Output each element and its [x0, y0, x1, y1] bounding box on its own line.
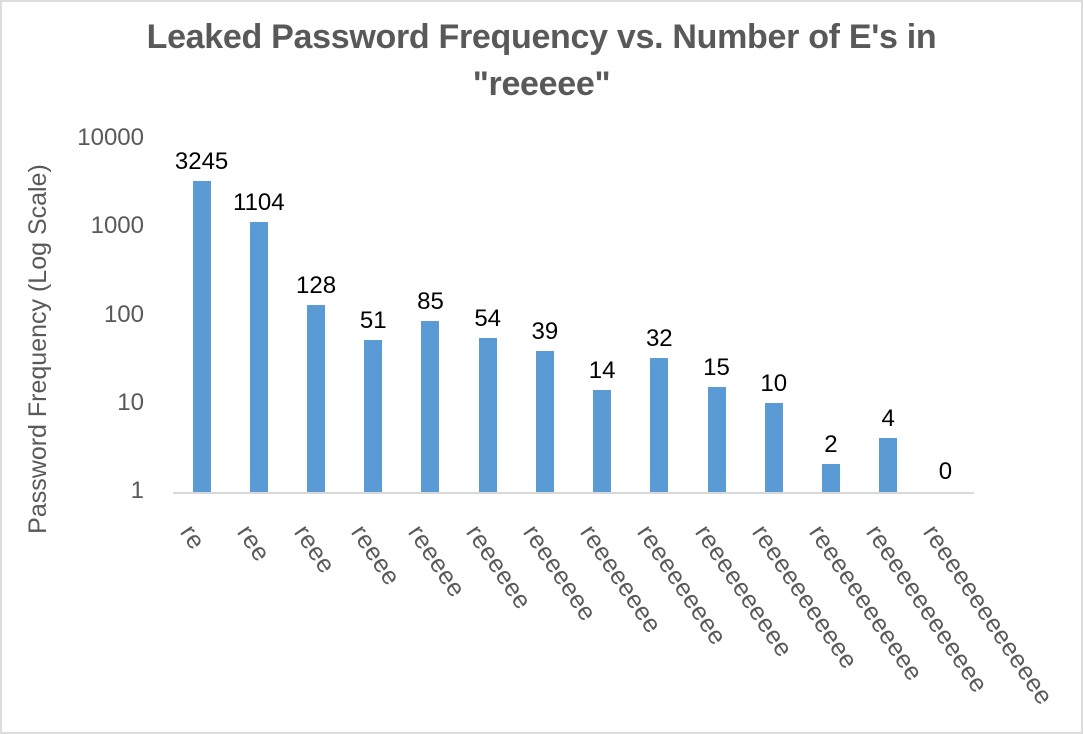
x-tick-label: reeeee: [402, 519, 472, 603]
bar-value-label: 54: [474, 305, 502, 333]
bar-value-label: 14: [588, 356, 616, 384]
y-tick-label: 100: [103, 300, 144, 328]
y-tick-label: 10: [117, 388, 144, 416]
x-axis-line: [173, 492, 974, 494]
x-tick-label: ree: [231, 519, 276, 567]
y-tick-label: 1000: [90, 212, 144, 240]
bar: [192, 181, 211, 492]
chart-title-line-1: Leaked Password Frequency vs. Number of …: [146, 18, 937, 56]
x-tick-label: reee: [288, 519, 341, 579]
bar-value-label: 3245: [174, 148, 229, 176]
bar-value-label: 51: [359, 307, 387, 335]
bar-value-label: 128: [296, 272, 337, 300]
chart-title: Leaked Password Frequency vs. Number of …: [2, 14, 1081, 108]
bar: [764, 402, 783, 492]
bar-value-label: 1104: [233, 189, 285, 217]
y-tick-label: 10000: [77, 124, 144, 151]
x-tick-label: re: [174, 519, 211, 555]
bar-value-label: 32: [645, 325, 673, 353]
bar-value-label: 15: [703, 354, 730, 382]
bar: [593, 389, 612, 492]
bar-value-label: 0: [938, 458, 953, 485]
x-tick-label: reeee: [345, 519, 407, 591]
bar: [249, 222, 268, 492]
chart-title-line-2: "reeeee": [472, 65, 611, 103]
bar: [650, 358, 669, 492]
y-tick-label: 1: [130, 477, 144, 504]
bar: [707, 387, 726, 492]
bar: [364, 340, 383, 492]
bar: [879, 437, 898, 492]
bar: [478, 338, 497, 492]
bar: [421, 320, 440, 492]
bar-value-label: 2: [824, 431, 838, 459]
bar-value-label: 10: [760, 369, 788, 397]
bar-value-label: 39: [531, 317, 559, 345]
bar-value-label: 85: [417, 287, 444, 315]
bar: [821, 464, 840, 492]
bar: [307, 305, 326, 492]
bar-value-label: 4: [881, 404, 895, 432]
bar: [535, 350, 554, 492]
